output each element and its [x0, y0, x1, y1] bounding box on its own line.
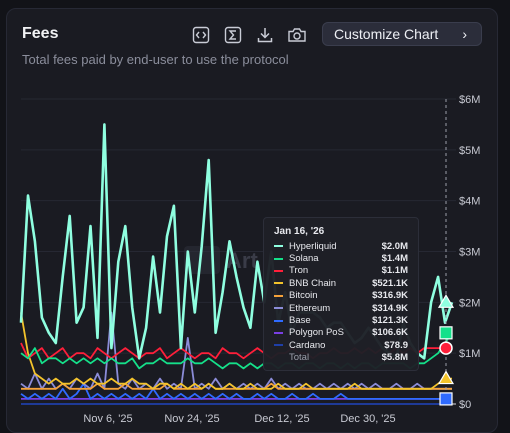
y-tick-label: $1M: [459, 348, 480, 360]
tooltip-total-row: Total $5.8M: [274, 352, 408, 364]
tooltip-swatch: [274, 307, 283, 310]
tooltip-series-value: $314.9K: [372, 302, 408, 314]
x-tick-label: Dec 12, '25: [254, 413, 309, 425]
tooltip-series-name: Polygon PoS: [289, 327, 344, 339]
card-subtitle: Total fees paid by end-user to use the p…: [22, 52, 289, 67]
x-tick-label: Nov 6, '25: [83, 413, 132, 425]
end-markers: [437, 294, 455, 406]
tooltip-swatch: [274, 344, 283, 347]
tooltip-series-name: Bitcoin: [289, 290, 318, 302]
tooltip-series-name: BNB Chain: [289, 277, 336, 289]
tooltip-series-name: Solana: [289, 253, 319, 265]
tooltip-total-value: $5.8M: [381, 352, 408, 364]
tooltip-series-name: Base: [289, 315, 311, 327]
tooltip-series-value: $121.3K: [372, 315, 408, 327]
tooltip-row: Base $121.3K: [274, 314, 408, 326]
download-icon[interactable]: [254, 24, 276, 46]
tooltip-swatch: [274, 319, 283, 322]
tooltip-row: Polygon PoS $106.6K: [274, 327, 408, 339]
tooltip-series-value: $106.6K: [372, 327, 408, 339]
end-marker-bnb-chain: [437, 370, 455, 385]
tooltip-swatch: [274, 331, 283, 334]
embed-icon[interactable]: [190, 24, 212, 46]
x-tick-label: Dec 30, '25: [340, 413, 395, 425]
y-tick-label: $3M: [459, 247, 480, 259]
tooltip-series-name: Ethereum: [289, 302, 331, 314]
chevron-right-icon: ›: [462, 26, 467, 42]
tooltip-total-label: Total: [289, 352, 310, 364]
y-tick-label: $2M: [459, 297, 480, 309]
tooltip-row: BNB Chain $521.1K: [274, 277, 408, 289]
y-tick-label: $4M: [459, 196, 480, 208]
tooltip-swatch: [274, 269, 283, 272]
tooltip-swatch: [274, 257, 283, 260]
tooltip-series-value: $1.4M: [381, 253, 408, 265]
tooltip-series-value: $2.0M: [381, 240, 408, 252]
tooltip-row: Hyperliquid $2.0M: [274, 240, 408, 252]
tooltip-series-value: $78.9: [384, 339, 408, 351]
tooltip-date: Jan 16, '26: [274, 226, 325, 237]
camera-icon[interactable]: [286, 24, 308, 46]
tooltip-row: Cardano $78.9: [274, 339, 408, 351]
tooltip-row: Bitcoin $316.9K: [274, 290, 408, 302]
x-axis: Nov 6, '25 Nov 24, '25 Dec 12, '25 Dec 30, …: [83, 413, 395, 425]
customize-chart-label: Customize Chart: [334, 26, 439, 42]
y-tick-label: $5M: [459, 145, 480, 157]
sigma-icon[interactable]: [222, 24, 244, 46]
end-marker-hyperliquid: [437, 294, 455, 308]
series-line-bnb-chain: [20, 312, 452, 390]
tooltip-row: Solana $1.4M: [274, 252, 408, 264]
watermark: Art: [184, 246, 258, 274]
tooltip-series-value: $316.9K: [372, 290, 408, 302]
tooltip-row: Ethereum $314.9K: [274, 302, 408, 314]
y-tick-label: $6M: [459, 94, 480, 106]
tooltip-rows: Hyperliquid $2.0M Solana $1.4M Tron $1.1M BNB …: [274, 240, 408, 352]
end-marker-tron: [439, 341, 453, 355]
tooltip-swatch: [274, 294, 283, 297]
tooltip-row: Tron $1.1M: [274, 265, 408, 277]
series-line-base: [20, 382, 452, 400]
customize-chart-button[interactable]: Customize Chart ›: [322, 22, 482, 46]
tooltip-series-name: Tron: [289, 265, 309, 277]
chart-tooltip: Jan 16, '26 Hyperliquid $2.0M Solana $1.4M T…: [263, 217, 419, 371]
tooltip-swatch: [274, 282, 283, 285]
tooltip-series-name: Cardano: [289, 339, 326, 351]
tooltip-series-value: $521.1K: [372, 277, 408, 289]
tooltip-swatch: [274, 245, 283, 248]
tooltip-series-value: $1.1M: [381, 265, 408, 277]
tooltip-series-name: Hyperliquid: [289, 240, 337, 252]
end-marker-solana: [439, 326, 453, 340]
y-axis: $6M $5M $4M $3M $2M $1M $0: [459, 94, 480, 411]
card-title: Fees: [22, 25, 59, 42]
x-tick-label: Nov 24, '25: [164, 413, 219, 425]
end-marker-base: [439, 392, 453, 406]
y-tick-label: $0: [459, 399, 471, 411]
